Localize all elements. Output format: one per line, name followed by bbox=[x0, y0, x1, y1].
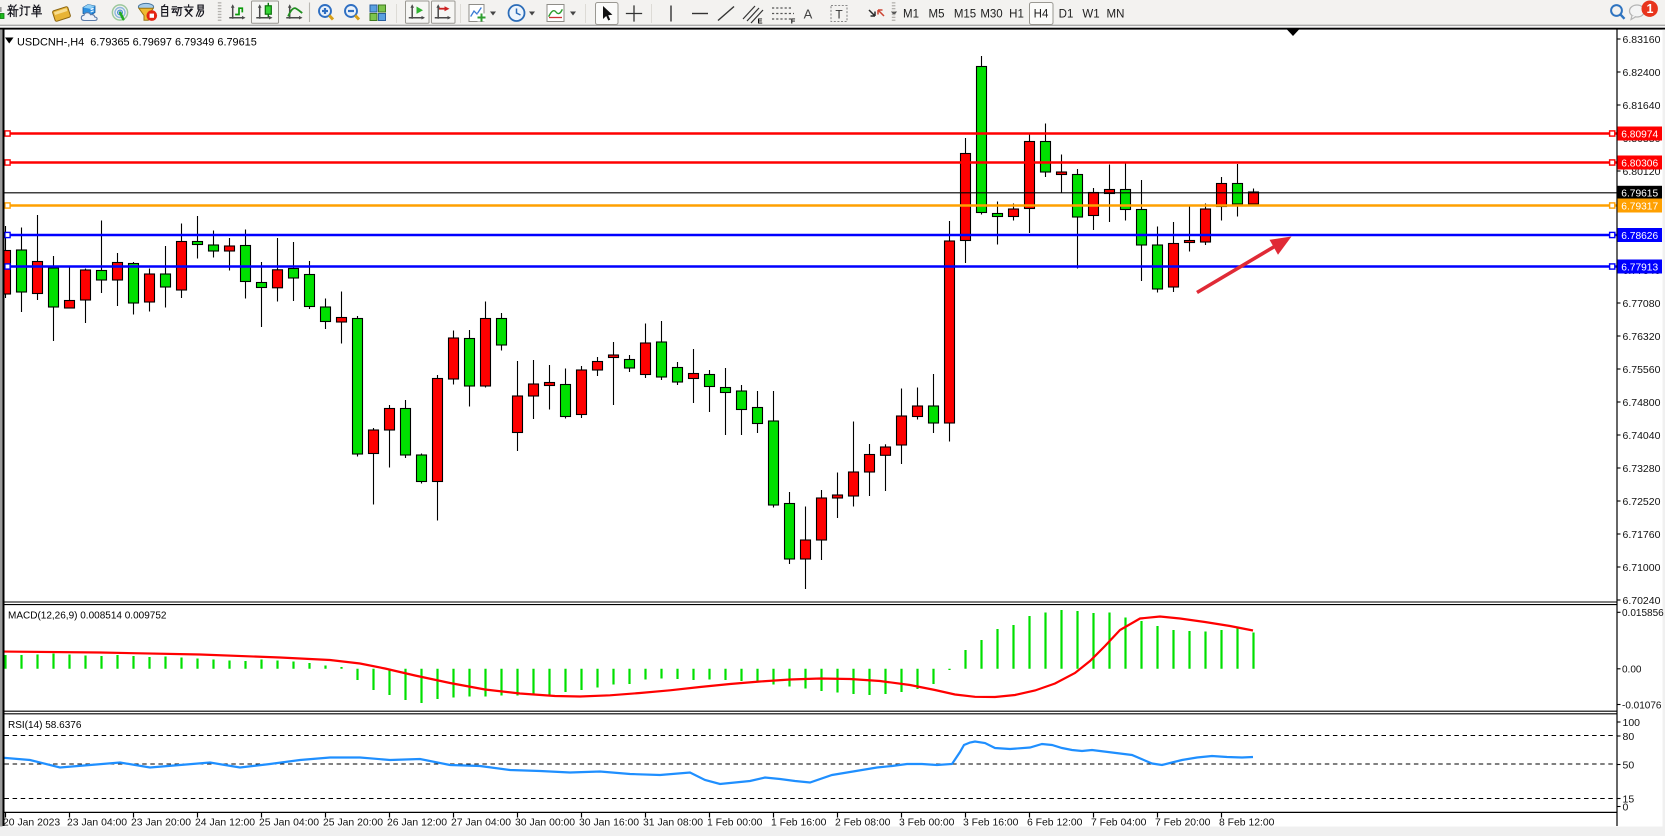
svg-text:6.80306: 6.80306 bbox=[1621, 158, 1658, 169]
svg-text:6.70240: 6.70240 bbox=[1623, 595, 1661, 607]
svg-text:27 Jan 04:00: 27 Jan 04:00 bbox=[451, 818, 511, 829]
svg-text:H4: H4 bbox=[1034, 9, 1049, 21]
svg-text:50: 50 bbox=[1623, 760, 1635, 772]
svg-text:8 Feb 12:00: 8 Feb 12:00 bbox=[1219, 818, 1275, 829]
svg-text:1: 1 bbox=[1647, 2, 1654, 16]
svg-text:25 Jan 20:00: 25 Jan 20:00 bbox=[323, 818, 383, 829]
svg-text:6.73280: 6.73280 bbox=[1623, 463, 1661, 475]
svg-text:6.72520: 6.72520 bbox=[1623, 496, 1661, 508]
svg-text:D1: D1 bbox=[1059, 9, 1074, 21]
svg-text:F: F bbox=[791, 17, 796, 26]
svg-text:RSI(14) 58.6376: RSI(14) 58.6376 bbox=[8, 720, 82, 731]
svg-text:30 Jan 16:00: 30 Jan 16:00 bbox=[579, 818, 639, 829]
svg-text:6.76320: 6.76320 bbox=[1623, 331, 1661, 343]
svg-text:25 Jan 04:00: 25 Jan 04:00 bbox=[259, 818, 319, 829]
svg-text:31 Jan 08:00: 31 Jan 08:00 bbox=[643, 818, 703, 829]
svg-text:M30: M30 bbox=[980, 9, 1002, 21]
svg-text:MACD(12,26,9) 0.008514 0.00975: MACD(12,26,9) 0.008514 0.009752 bbox=[8, 610, 167, 621]
svg-text:7 Feb 04:00: 7 Feb 04:00 bbox=[1091, 818, 1147, 829]
svg-text:1 Feb 00:00: 1 Feb 00:00 bbox=[707, 818, 763, 829]
svg-text:6.78626: 6.78626 bbox=[1621, 231, 1658, 242]
svg-text:6.81640: 6.81640 bbox=[1623, 100, 1661, 112]
svg-text:6.71000: 6.71000 bbox=[1623, 562, 1661, 574]
svg-text:USDCNH-,H4 6.79365 6.79697 6.: USDCNH-,H4 6.79365 6.79697 6.79349 6.796… bbox=[17, 36, 257, 48]
svg-text:0.00: 0.00 bbox=[1622, 665, 1642, 676]
svg-text:T: T bbox=[835, 8, 843, 22]
svg-text:6.79615: 6.79615 bbox=[1621, 189, 1658, 200]
svg-text:0: 0 bbox=[1623, 802, 1629, 814]
svg-text:0.015856: 0.015856 bbox=[1622, 608, 1664, 619]
svg-text:6.83160: 6.83160 bbox=[1623, 34, 1661, 46]
svg-text:24 Jan 12:00: 24 Jan 12:00 bbox=[195, 818, 255, 829]
svg-text:6.80974: 6.80974 bbox=[1621, 129, 1658, 140]
svg-text:6.77913: 6.77913 bbox=[1621, 262, 1658, 273]
svg-text:23 Jan 04:00: 23 Jan 04:00 bbox=[67, 818, 127, 829]
svg-text:M5: M5 bbox=[929, 9, 945, 21]
svg-text:6.75560: 6.75560 bbox=[1623, 364, 1661, 376]
svg-text:M1: M1 bbox=[903, 9, 919, 21]
svg-text:-0.01076: -0.01076 bbox=[1622, 700, 1662, 711]
svg-text:7 Feb 20:00: 7 Feb 20:00 bbox=[1155, 818, 1211, 829]
svg-text:MN: MN bbox=[1107, 9, 1125, 21]
svg-text:30 Jan 00:00: 30 Jan 00:00 bbox=[515, 818, 575, 829]
svg-text:6 Feb 12:00: 6 Feb 12:00 bbox=[1027, 818, 1083, 829]
svg-text:20 Jan 2023: 20 Jan 2023 bbox=[3, 818, 60, 829]
svg-text:H1: H1 bbox=[1009, 9, 1024, 21]
svg-text:6.77080: 6.77080 bbox=[1623, 298, 1661, 310]
svg-text:1 Feb 16:00: 1 Feb 16:00 bbox=[771, 818, 827, 829]
svg-text:A: A bbox=[804, 7, 813, 22]
svg-text:W1: W1 bbox=[1082, 9, 1099, 21]
svg-text:2 Feb 08:00: 2 Feb 08:00 bbox=[835, 818, 891, 829]
svg-text:6.74800: 6.74800 bbox=[1623, 397, 1661, 409]
svg-text:6.79317: 6.79317 bbox=[1621, 201, 1658, 212]
svg-text:6.82400: 6.82400 bbox=[1623, 67, 1661, 79]
svg-text:3 Feb 00:00: 3 Feb 00:00 bbox=[899, 818, 955, 829]
svg-text:3 Feb 16:00: 3 Feb 16:00 bbox=[963, 818, 1019, 829]
svg-text:26 Jan 12:00: 26 Jan 12:00 bbox=[387, 818, 447, 829]
svg-text:E: E bbox=[757, 17, 762, 26]
svg-text:6.74040: 6.74040 bbox=[1623, 430, 1661, 442]
svg-text:23 Jan 20:00: 23 Jan 20:00 bbox=[131, 818, 191, 829]
svg-text:80: 80 bbox=[1623, 731, 1635, 743]
svg-text:M15: M15 bbox=[954, 9, 976, 21]
svg-text:6.71760: 6.71760 bbox=[1623, 529, 1661, 541]
svg-text:15: 15 bbox=[1623, 794, 1635, 806]
svg-text:100: 100 bbox=[1623, 717, 1641, 729]
